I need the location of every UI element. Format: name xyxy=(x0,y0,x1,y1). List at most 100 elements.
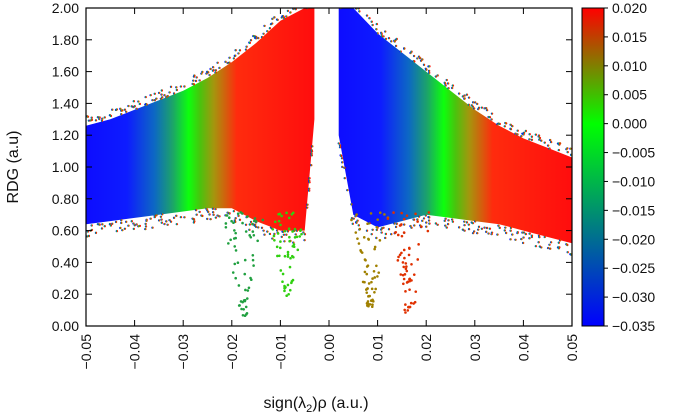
left-edge-dot xyxy=(145,103,148,106)
right-edge-dot xyxy=(338,144,342,147)
right-edge-dot xyxy=(530,138,534,142)
right-edge-dot xyxy=(413,224,416,227)
right-edge-dot xyxy=(543,235,546,239)
left-edge-dot xyxy=(211,65,215,69)
left-edge-dot xyxy=(175,88,179,92)
left-edge-dot xyxy=(109,114,113,118)
y-tick-label: 1.60 xyxy=(52,64,79,80)
spike-dot xyxy=(374,287,377,291)
left-edge-dot xyxy=(308,3,310,5)
right-edge-dot xyxy=(375,28,378,31)
spike-dot xyxy=(233,245,237,248)
spike-dot xyxy=(371,277,374,280)
left-edge-dot xyxy=(208,213,211,216)
left-edge-dot xyxy=(238,49,242,52)
right-edge-dot xyxy=(375,228,379,232)
spike-dot xyxy=(241,221,244,225)
right-edge-dot xyxy=(471,221,475,225)
spike-dot xyxy=(273,220,277,224)
left-edge-dot xyxy=(281,14,285,18)
left-edge-dot xyxy=(153,215,156,219)
spike-dot xyxy=(279,223,282,227)
spike-dot xyxy=(242,307,245,311)
left-edge-dot xyxy=(192,221,196,224)
y-tick-label: 0.00 xyxy=(52,318,79,334)
right-edge-dot xyxy=(428,216,431,219)
left-edge-dot xyxy=(163,93,166,97)
left-edge-dot xyxy=(101,117,104,120)
left-edge-dot xyxy=(94,119,98,122)
right-edge-dot xyxy=(557,241,561,244)
right-edge-dot xyxy=(395,37,398,41)
left-edge-dot xyxy=(308,3,310,5)
right-edge-dot xyxy=(410,226,413,229)
scatter-band-left xyxy=(86,8,315,231)
left-edge-dot xyxy=(144,222,147,226)
right-edge-dot xyxy=(356,5,358,7)
right-edge-dot xyxy=(343,0,345,1)
left-edge-dot xyxy=(262,32,265,35)
left-edge-dot xyxy=(268,27,272,30)
left-edge-dot xyxy=(160,221,164,224)
spike-dot xyxy=(367,237,370,241)
left-edge-dot xyxy=(311,0,313,2)
left-edge-dot xyxy=(260,226,264,230)
spike-dot xyxy=(287,292,290,296)
right-edge-dot xyxy=(546,144,550,147)
left-edge-dot xyxy=(119,226,122,230)
spike-dot xyxy=(370,299,373,303)
left-edge-dot xyxy=(303,232,307,236)
left-edge-dot xyxy=(168,218,171,222)
right-edge-dot xyxy=(384,37,388,41)
spike-dot xyxy=(251,222,254,226)
spike-dot xyxy=(283,254,287,258)
right-edge-dot xyxy=(450,218,454,221)
x-axis-label: sign(λ2)ρ (a.u.) xyxy=(263,395,368,415)
right-edge-dot xyxy=(346,188,349,192)
left-edge-dot xyxy=(208,73,211,77)
left-edge-dot xyxy=(120,109,123,113)
right-edge-dot xyxy=(443,219,446,223)
spike-dot xyxy=(234,276,237,280)
left-edge-dot xyxy=(310,149,313,152)
right-edge-dot xyxy=(346,4,348,6)
spike-dot xyxy=(288,239,291,243)
right-edge-dot xyxy=(516,129,519,132)
right-edge-dot xyxy=(412,54,416,58)
left-edge-dot xyxy=(302,231,305,234)
right-edge-dot xyxy=(504,121,507,125)
left-edge-dot xyxy=(161,213,164,216)
spike-dot xyxy=(375,226,379,229)
right-edge-dot xyxy=(387,36,391,40)
left-edge-dot xyxy=(308,177,311,180)
spike-dot xyxy=(241,313,245,317)
left-edge-dot xyxy=(138,102,142,106)
right-edge-dot xyxy=(384,232,388,236)
right-edge-dot xyxy=(357,224,361,227)
spike-dot xyxy=(383,213,386,216)
x-tick-label: −0.05 xyxy=(78,334,94,370)
left-edge-dot xyxy=(132,222,135,225)
right-edge-dot xyxy=(422,63,426,67)
x-tick-label: −0.04 xyxy=(127,334,143,370)
right-edge-dot xyxy=(338,146,342,149)
spike-dot xyxy=(366,300,370,303)
spike-dot xyxy=(277,219,281,223)
right-edge-dot xyxy=(436,74,439,77)
left-edge-dot xyxy=(155,97,158,100)
left-edge-dot xyxy=(200,214,203,217)
spike-dot xyxy=(246,215,249,218)
right-edge-dot xyxy=(461,95,465,98)
spike-dot xyxy=(406,309,410,312)
right-edge-dot xyxy=(419,59,423,62)
spike-dot xyxy=(363,270,367,274)
left-edge-dot xyxy=(207,210,210,214)
right-edge-dot xyxy=(476,102,479,106)
spike-dot xyxy=(409,301,413,305)
right-edge-dot xyxy=(450,86,454,90)
spike-dot xyxy=(401,261,405,264)
right-edge-dot xyxy=(537,135,540,138)
right-edge-dot xyxy=(485,230,488,234)
right-edge-dot xyxy=(566,150,569,154)
right-edge-dot xyxy=(350,1,352,3)
